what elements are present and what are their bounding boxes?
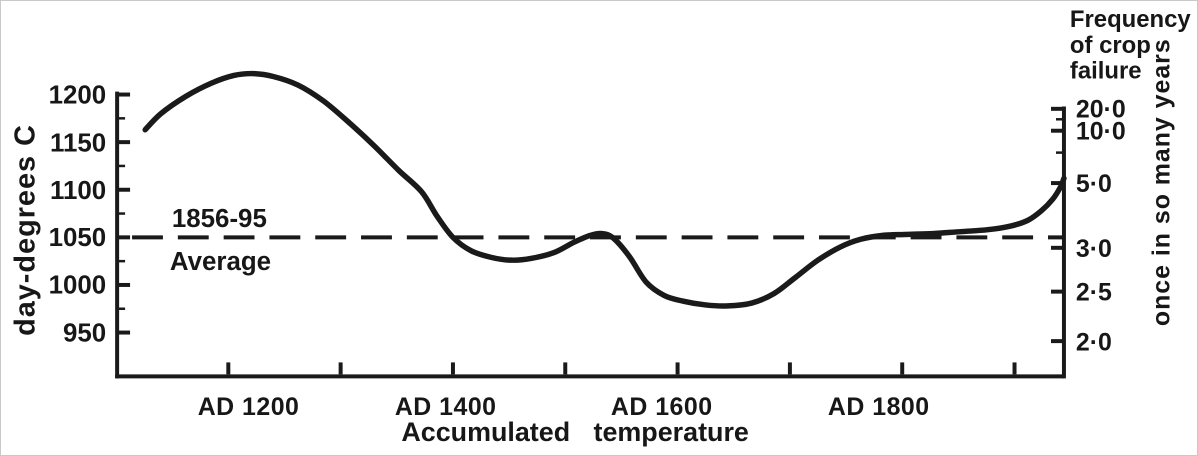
- x-tick-label: AD 1800: [828, 393, 930, 421]
- y-left-tick-label: 1100: [50, 177, 106, 205]
- y-right-axis-label: once in so many years: [1147, 38, 1175, 326]
- y-right-tick-label: 10·0: [1076, 117, 1126, 145]
- x-tick-label: AD 1400: [395, 393, 497, 421]
- x-tick-label: AD 1200: [198, 393, 300, 421]
- right-axis-title-line: Frequency: [1070, 6, 1191, 33]
- reference-average-label: Average: [170, 248, 271, 276]
- y-left-tick-label: 1200: [49, 82, 107, 110]
- y-right-tick-label: 3·0: [1076, 235, 1112, 263]
- y-left-tick-label: 950: [63, 320, 106, 348]
- right-axis-title-line: of crop: [1070, 32, 1151, 59]
- x-tick-label: AD 1600: [611, 393, 713, 421]
- y-left-axis-label: day-degrees C: [9, 124, 41, 336]
- temperature-curve: [142, 70, 1067, 309]
- x-axis-caption: Accumulated temperature: [401, 417, 749, 447]
- right-axis-title-line: failure: [1070, 58, 1142, 85]
- reference-period-label: 1856-95: [172, 205, 267, 233]
- y-right-tick-label: 20·0: [1076, 95, 1126, 123]
- y-left-tick-label: 1050: [49, 224, 107, 252]
- y-right-tick-label: 2·0: [1076, 328, 1112, 356]
- y-left-tick-label: 1150: [50, 129, 106, 157]
- y-left-tick-label: 1000: [49, 272, 107, 300]
- y-right-tick-label: 2·5: [1076, 279, 1112, 307]
- y-right-tick-label: 5·0: [1076, 170, 1112, 198]
- plot-layer: [115, 70, 1067, 379]
